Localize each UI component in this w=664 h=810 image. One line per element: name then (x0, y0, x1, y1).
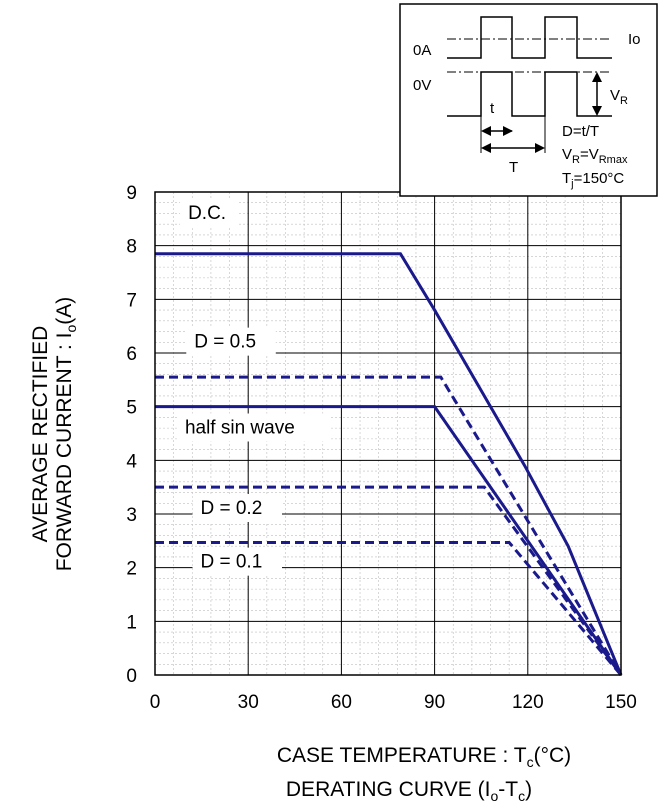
y-tick-label: 6 (126, 344, 137, 365)
series-line-d-c (155, 252, 623, 676)
y-tick-label: 1 (126, 612, 137, 633)
y-axis-label: AVERAGE RECTIFIED FORWARD CURRENT : Io(A… (29, 297, 79, 572)
vr-arrowhead-top (592, 72, 602, 82)
y-axis-label-line1: AVERAGE RECTIFIED (29, 326, 52, 543)
series-line-d-0-1 (155, 540, 623, 676)
label-t: t (490, 100, 495, 117)
x-tick-label: 90 (424, 692, 445, 713)
y-tick-label: 5 (126, 398, 137, 419)
series-label-layer: D.C. D = 0.5 half sin wave D = 0.2 D = 0.1 (176, 198, 330, 576)
equation-tj: Tj=150°C (562, 170, 624, 190)
x-tick-label: 120 (512, 692, 544, 713)
series-layer (155, 252, 623, 676)
series-label-bg-d-0-5 (186, 327, 276, 356)
t-arrowhead-left (481, 126, 491, 136)
vr-arrowhead-bottom (592, 106, 602, 116)
y-tick-label: 9 (126, 183, 137, 204)
label-0v: 0V (413, 77, 431, 94)
series-label-bg-d-c (180, 198, 239, 227)
t-arrowhead-right (503, 126, 513, 136)
waveform-inset: 0A 0V Io VR t T D=t/T VR=VRmax Tj=150°C (399, 3, 658, 197)
y-tick-label: 3 (126, 505, 137, 526)
series-label-bg-d-0-2 (192, 494, 282, 522)
series-label-bg-half-sin-wave (176, 413, 330, 442)
series-line-d-0-5 (155, 375, 623, 676)
y-axis-label-line2: FORWARD CURRENT : Io(A) (53, 297, 79, 572)
chart-caption: DERATING CURVE (Io-Tc) (286, 778, 532, 804)
y-tick-label: 0 (126, 666, 137, 687)
plot-frame (154, 191, 622, 676)
T-arrowhead-right (535, 143, 545, 153)
label-io: Io (628, 31, 641, 48)
voltage-waveform (447, 71, 612, 117)
label-0a: 0A (413, 42, 431, 59)
series-line-half-sin-wave (155, 405, 623, 676)
series-label-d-0-2: D = 0.2 (200, 498, 262, 519)
series-label-half-sin-wave: half sin wave (185, 418, 295, 439)
series-label-bg-d-0-1 (192, 547, 282, 576)
x-tick-label: 30 (238, 692, 259, 713)
series-label-d-0-5: D = 0.5 (194, 332, 256, 353)
label-T: T (509, 159, 518, 176)
x-tick-label: 0 (150, 692, 161, 713)
x-tick-label: 150 (605, 692, 637, 713)
y-tick-label: 8 (126, 237, 137, 258)
equation-vr: VR=VRmax (562, 146, 628, 166)
T-arrowhead-left (481, 143, 491, 153)
x-tick-labels: 0 30 60 90 120 150 (150, 692, 637, 713)
series-line-d-0-2 (155, 485, 623, 676)
equation-duty: D=t/T (562, 123, 599, 140)
y-tick-label: 7 (126, 290, 137, 311)
x-axis-label: CASE TEMPERATURE : Tc(°C) (277, 744, 571, 770)
y-tick-label: 4 (126, 451, 137, 472)
x-tick-label: 60 (331, 692, 352, 713)
series-label-d-0-1: D = 0.1 (200, 552, 262, 573)
label-vr: VR (610, 87, 628, 107)
y-tick-labels: 0 1 2 3 4 5 6 7 8 9 (126, 183, 137, 687)
inset-frame (399, 3, 658, 197)
series-label-d-c: D.C. (188, 203, 226, 224)
current-waveform (447, 16, 612, 59)
y-tick-label: 2 (126, 559, 137, 580)
